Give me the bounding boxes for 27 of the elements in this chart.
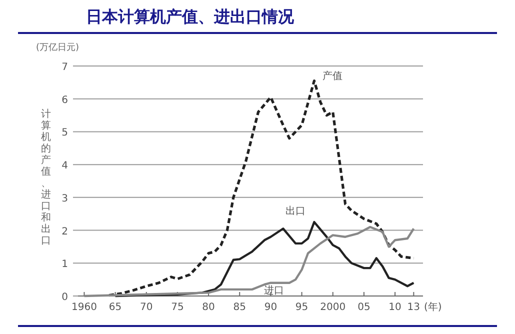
series-label: 产值 <box>322 70 342 82</box>
x-tick-label: 05 <box>358 302 370 313</box>
y-tick-label: 2 <box>62 226 68 238</box>
y-tick-label: 3 <box>62 193 68 204</box>
y-tick-label: 6 <box>62 94 68 106</box>
x-tick-label: 1960 <box>71 302 97 313</box>
x-tick-label: 95 <box>295 302 308 313</box>
x-tick-label: 80 <box>202 302 215 313</box>
series-label: 出口 <box>286 204 306 217</box>
x-tick-label: 90 <box>264 302 278 313</box>
series-label: 进口 <box>264 284 284 296</box>
x-tick-label: 85 <box>233 302 246 313</box>
x-tick-label: 70 <box>140 302 153 313</box>
x-tick-label: 2000 <box>320 302 346 313</box>
x-tick-label: 75 <box>171 302 184 313</box>
text: 计算机的产值、进口和出口 <box>41 109 51 246</box>
y-tick-label: 0 <box>62 292 68 303</box>
x-tick-label: 10 <box>388 302 402 313</box>
y-tick-label: 4 <box>62 160 68 172</box>
chart-title: 日本计算机产值、进出口情况 <box>86 7 295 26</box>
y-tick-label: 5 <box>62 128 68 139</box>
text: (万亿日元) <box>36 42 80 53</box>
y-tick-label: 1 <box>62 259 68 270</box>
x-tick-label: 13 <box>407 302 420 313</box>
y-tick-label: 7 <box>62 62 68 73</box>
x-tick-label: 65 <box>108 302 122 313</box>
x-axis-title: (年) <box>424 301 442 313</box>
